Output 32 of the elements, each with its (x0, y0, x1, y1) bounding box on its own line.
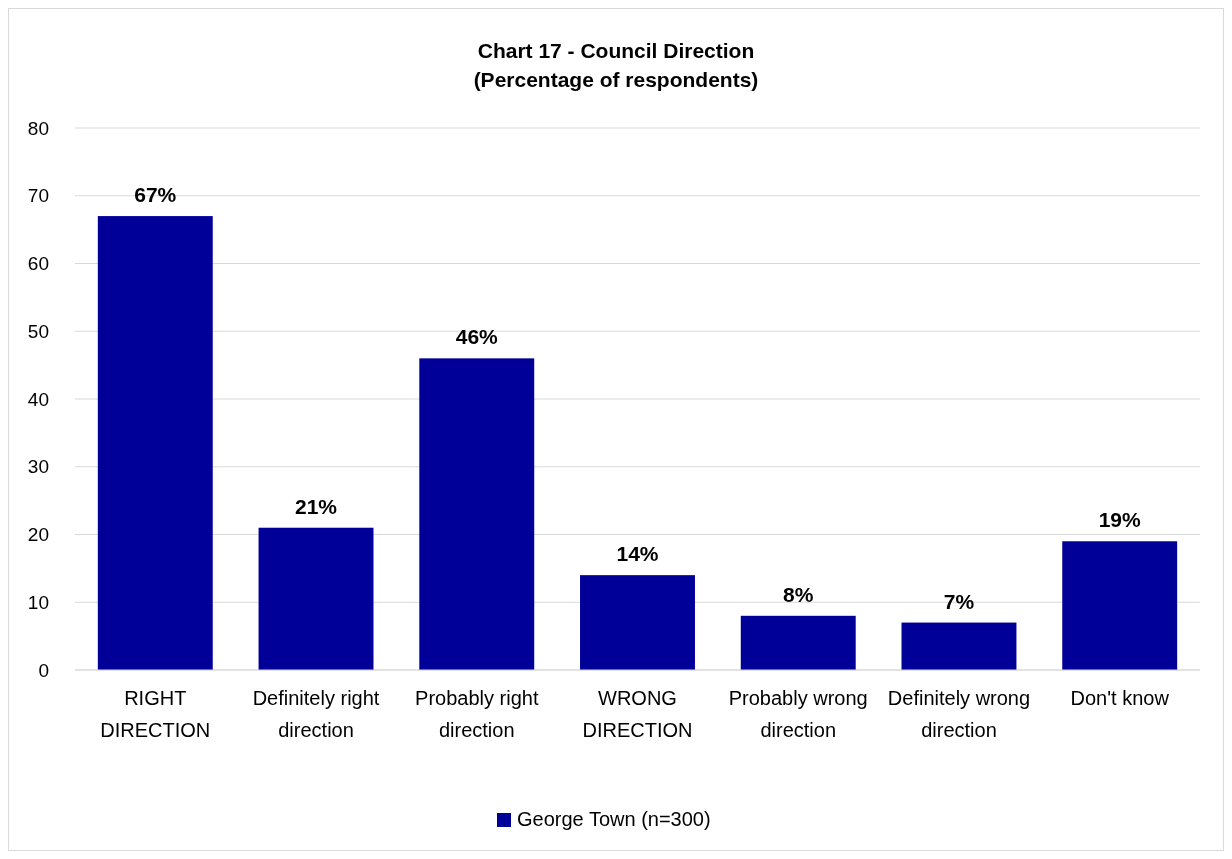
data-label: 19% (1098, 508, 1142, 532)
y-tick-label: 0 (38, 659, 49, 681)
x-tick-label: RIGHT DIRECTION (100, 687, 211, 741)
y-tick-label: 10 (27, 591, 49, 613)
data-label: 21% (295, 494, 338, 518)
chart-title: Chart 17 - Council Direction (Percentage of respondents) (473, 39, 759, 91)
x-tick-label: Definitely right direction (252, 687, 380, 741)
y-tick-label: 70 (27, 185, 49, 207)
x-tick-label: WRONG DIRECTION (582, 687, 693, 741)
x-tick-label: Don't know (1070, 687, 1170, 709)
x-tick-label: Probably wrong direction (728, 687, 868, 741)
x-tick-label: Definitely wrong direction (887, 687, 1031, 741)
y-tick-label: 60 (27, 253, 49, 275)
y-tick-label: 30 (27, 456, 49, 478)
legend-label: George Town (n=300) (517, 808, 711, 830)
data-label: 14% (616, 542, 659, 566)
y-tick-label: 50 (27, 320, 49, 342)
bar (901, 622, 1017, 670)
bar (580, 575, 695, 670)
x-tick-label: Probably right direction (415, 687, 539, 741)
bar (97, 216, 213, 670)
data-label: 46% (455, 325, 499, 349)
y-tick-label: 80 (27, 117, 49, 139)
y-tick-label: 40 (27, 388, 49, 410)
bar (258, 527, 374, 670)
bar (1062, 541, 1178, 670)
bar (419, 358, 535, 670)
data-label: 7% (943, 589, 975, 613)
bar (740, 615, 856, 670)
y-tick-label: 20 (27, 524, 49, 546)
data-label: 67% (134, 183, 177, 207)
data-label: 8% (783, 582, 814, 606)
